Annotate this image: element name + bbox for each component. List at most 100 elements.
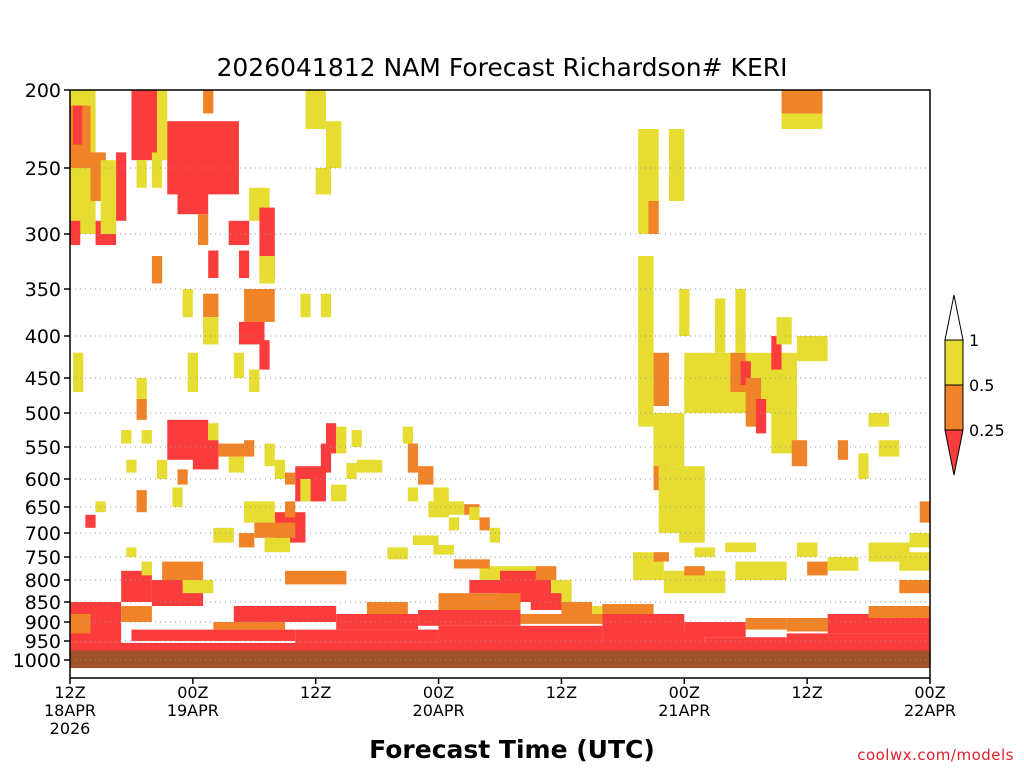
heatmap-cell <box>259 340 270 370</box>
ground-band <box>70 650 930 668</box>
heatmap-cell <box>919 501 930 523</box>
plot-area <box>70 90 930 668</box>
y-tick-label: 350 <box>25 279 61 301</box>
heatmap-cell <box>735 561 787 580</box>
heatmap-cell <box>70 642 930 651</box>
colorbar-label: 0.25 <box>969 421 1005 440</box>
heatmap-cell <box>295 629 439 643</box>
heatmap-cell <box>100 160 117 234</box>
heatmap-cell <box>366 602 408 614</box>
y-axis: 200 250 300 350 400 450 500 550 600 650 7007508008… <box>13 80 70 672</box>
heatmap-cell <box>356 459 373 473</box>
heatmap-cell <box>479 517 490 531</box>
heatmap-cell <box>638 256 654 427</box>
heatmap-cell <box>807 561 828 576</box>
x-tick-label: 21APR <box>658 701 710 720</box>
y-tick-label: 250 <box>25 158 61 180</box>
chart-title: 2026041812 NAM Forecast Richardson# KERI <box>217 53 788 82</box>
heatmap-cell <box>653 552 669 562</box>
heatmap-cell <box>679 289 690 336</box>
heatmap-cell <box>121 570 152 602</box>
heatmap-cell <box>197 214 209 245</box>
heatmap-cell <box>228 220 250 245</box>
heatmap-cell <box>653 352 669 406</box>
heatmap-cell <box>868 606 930 618</box>
y-tick-label: 1000 <box>13 650 61 672</box>
x-tick-label: 00Z <box>669 683 700 702</box>
heatmap-cell <box>300 293 311 318</box>
y-tick-label: 650 <box>25 497 61 519</box>
heatmap-cell <box>192 440 219 470</box>
heatmap-cell <box>177 174 209 215</box>
heatmap-cell <box>285 570 347 585</box>
heatmap-cell <box>745 618 787 630</box>
heatmap-cell <box>238 250 250 278</box>
colorbar-label: 0.5 <box>969 376 994 395</box>
x-axis-label: Forecast Time (UTC) <box>369 735 655 764</box>
heatmap-cell <box>73 105 83 145</box>
x-tick-label: 18APR <box>44 701 96 720</box>
heatmap-cell <box>909 533 930 548</box>
heatmap-cell <box>151 152 163 188</box>
heatmap-cell <box>233 352 245 378</box>
heatmap-cell <box>668 129 685 201</box>
heatmap-cell <box>249 369 260 392</box>
heatmap-cell <box>837 440 849 460</box>
y-tick-label: 700 <box>25 523 61 545</box>
heatmap-cell <box>121 430 132 444</box>
y-tick-label: 450 <box>25 368 61 390</box>
heatmap-cell <box>438 593 521 610</box>
heatmap-cell <box>136 160 147 188</box>
heatmap-cell <box>116 152 127 221</box>
heatmap-cell <box>684 378 705 399</box>
heatmap-cell <box>141 430 152 444</box>
x-tick-label: 00Z <box>177 683 208 702</box>
y-tick-label: 200 <box>25 80 61 102</box>
heatmap-cell <box>213 527 234 543</box>
heatmap-cell <box>136 490 147 513</box>
y-tick-label: 750 <box>25 547 61 569</box>
heatmap-cell <box>187 352 198 392</box>
heatmap-cell <box>827 557 859 571</box>
heatmap-cell <box>126 459 137 473</box>
x-tick-label: 12Z <box>546 683 577 702</box>
heatmap-cell <box>208 423 219 441</box>
heatmap-cell <box>433 487 449 505</box>
heatmap-cell <box>469 507 480 520</box>
colorbar-legend: 1 0.5 0.25 <box>944 294 1005 476</box>
heatmap-cell <box>776 317 792 345</box>
heatmap-cell <box>827 614 930 634</box>
heatmap-cell <box>300 479 311 502</box>
heatmap-cell <box>136 399 147 420</box>
heatmap-cell <box>162 561 204 580</box>
y-tick-label: 950 <box>25 631 61 653</box>
heatmap-cell <box>407 487 419 502</box>
heatmap-cell <box>684 566 705 576</box>
heatmap-cell <box>791 440 808 467</box>
heatmap-cell <box>878 440 900 457</box>
x-tick-label: 00Z <box>914 683 945 702</box>
credit-text: coolwx.com/models <box>857 746 1014 764</box>
y-tick-label: 850 <box>25 592 61 614</box>
x-tick-label: 12Z <box>300 683 331 702</box>
colorbar-segment <box>944 294 964 341</box>
heatmap-cell <box>786 618 828 632</box>
y-tick-label: 400 <box>25 326 61 348</box>
heatmap-cell <box>679 479 705 543</box>
heatmap-cell <box>520 614 603 624</box>
heatmap-cell <box>203 293 219 318</box>
heatmap-cell <box>428 501 449 518</box>
x-tick-label: 22APR <box>904 701 956 720</box>
heatmap-cell <box>325 121 342 168</box>
heatmap-cell <box>203 90 214 114</box>
heatmap-cell <box>351 430 362 447</box>
heatmap-cell <box>203 317 219 345</box>
heatmap-cell <box>213 622 285 630</box>
heatmap-cell <box>433 545 454 555</box>
heatmap-cell <box>653 413 685 467</box>
heatmap-cell <box>561 602 593 616</box>
y-tick-label: 500 <box>25 403 61 425</box>
heatmap-cell <box>346 463 357 479</box>
heatmap-cell <box>858 453 869 479</box>
